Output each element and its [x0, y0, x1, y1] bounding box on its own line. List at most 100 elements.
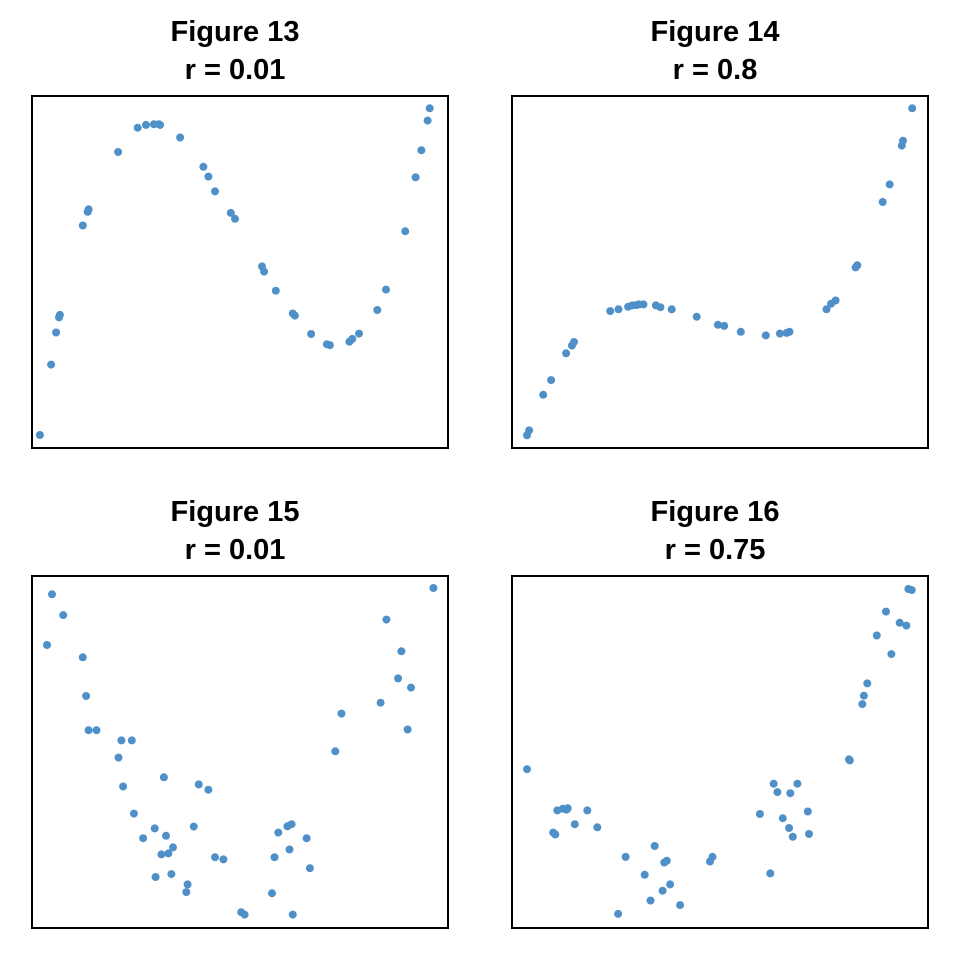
data-point — [720, 321, 729, 330]
data-point — [199, 162, 208, 171]
data-point — [547, 376, 556, 385]
data-point — [325, 341, 334, 350]
data-point — [142, 120, 150, 129]
point-group — [523, 585, 916, 918]
data-point — [48, 590, 56, 599]
data-point — [425, 104, 434, 113]
data-point — [151, 873, 160, 881]
data-point — [376, 698, 385, 707]
data-point — [775, 329, 784, 338]
data-point — [403, 725, 412, 734]
data-point — [305, 864, 314, 873]
data-point — [397, 647, 406, 656]
data-point — [614, 305, 623, 314]
chart-subtitle: r = 0.8 — [673, 54, 758, 86]
data-point — [523, 765, 531, 774]
data-point — [882, 607, 890, 616]
point-group — [35, 104, 434, 439]
data-point — [167, 870, 176, 879]
data-point — [831, 296, 840, 305]
data-point — [189, 822, 198, 831]
data-point — [182, 888, 191, 897]
data-point — [614, 909, 623, 918]
data-point — [394, 674, 403, 683]
data-point — [373, 306, 382, 314]
data-point — [646, 896, 655, 905]
data-point — [907, 586, 916, 595]
data-point — [656, 303, 665, 312]
data-point — [162, 831, 170, 840]
data-point — [640, 870, 649, 879]
data-point — [786, 789, 795, 798]
data-point — [348, 334, 357, 343]
data-point — [117, 736, 126, 745]
chart-subtitle: r = 0.01 — [185, 534, 286, 566]
plot-frame — [511, 95, 929, 449]
scatter-panel: Figure 13 r = 0.01 — [31, 16, 449, 449]
data-point — [231, 214, 239, 223]
data-point — [429, 584, 438, 592]
data-point — [853, 261, 862, 270]
data-point — [240, 910, 249, 919]
data-point — [639, 300, 648, 309]
data-point — [761, 331, 770, 340]
data-point — [872, 631, 881, 640]
data-point — [650, 842, 659, 850]
data-point — [337, 709, 346, 718]
data-point — [219, 855, 228, 864]
data-point — [593, 823, 602, 832]
data-point — [658, 886, 667, 895]
data-point — [290, 311, 299, 320]
data-point — [885, 180, 894, 189]
data-point — [863, 679, 872, 688]
data-point — [133, 123, 142, 132]
data-point — [407, 683, 415, 692]
data-point — [713, 320, 722, 329]
data-point — [662, 856, 671, 865]
data-point — [788, 832, 797, 841]
data-point — [260, 267, 269, 276]
data-point — [226, 208, 235, 217]
data-point — [176, 133, 185, 142]
data-point — [119, 782, 128, 791]
data-point — [92, 726, 101, 735]
data-point — [708, 852, 717, 861]
data-point — [52, 328, 61, 337]
data-point — [845, 756, 854, 765]
data-point — [539, 390, 548, 399]
scatter-panel: Figure 16 r = 0.75 — [511, 496, 929, 929]
scatter-panel: Figure 14 r = 0.8 — [511, 16, 929, 449]
data-point — [285, 845, 294, 854]
data-point — [302, 834, 311, 843]
plot-frame — [31, 575, 449, 929]
data-point — [82, 692, 91, 700]
data-point — [139, 834, 148, 843]
data-point — [755, 810, 764, 818]
data-point — [895, 618, 904, 627]
data-point — [47, 360, 56, 369]
data-point — [382, 285, 390, 294]
data-point — [288, 910, 297, 919]
data-point — [211, 853, 219, 862]
data-point — [822, 305, 831, 314]
data-point — [887, 650, 896, 659]
data-point — [551, 830, 560, 839]
data-point — [127, 736, 136, 745]
data-point — [129, 809, 138, 818]
data-point — [169, 843, 177, 852]
data-point — [204, 785, 213, 794]
data-point — [417, 146, 426, 155]
chart-title: Figure 16 — [651, 496, 780, 528]
data-point — [271, 286, 280, 295]
data-point — [423, 116, 432, 125]
data-point — [211, 187, 219, 196]
data-point — [157, 850, 166, 859]
data-point — [43, 641, 51, 649]
chart-title: Figure 15 — [171, 496, 300, 528]
data-point — [859, 691, 868, 700]
chart-title: Figure 14 — [651, 16, 780, 48]
data-point — [692, 312, 701, 321]
data-point — [766, 869, 775, 878]
data-point — [785, 327, 794, 336]
